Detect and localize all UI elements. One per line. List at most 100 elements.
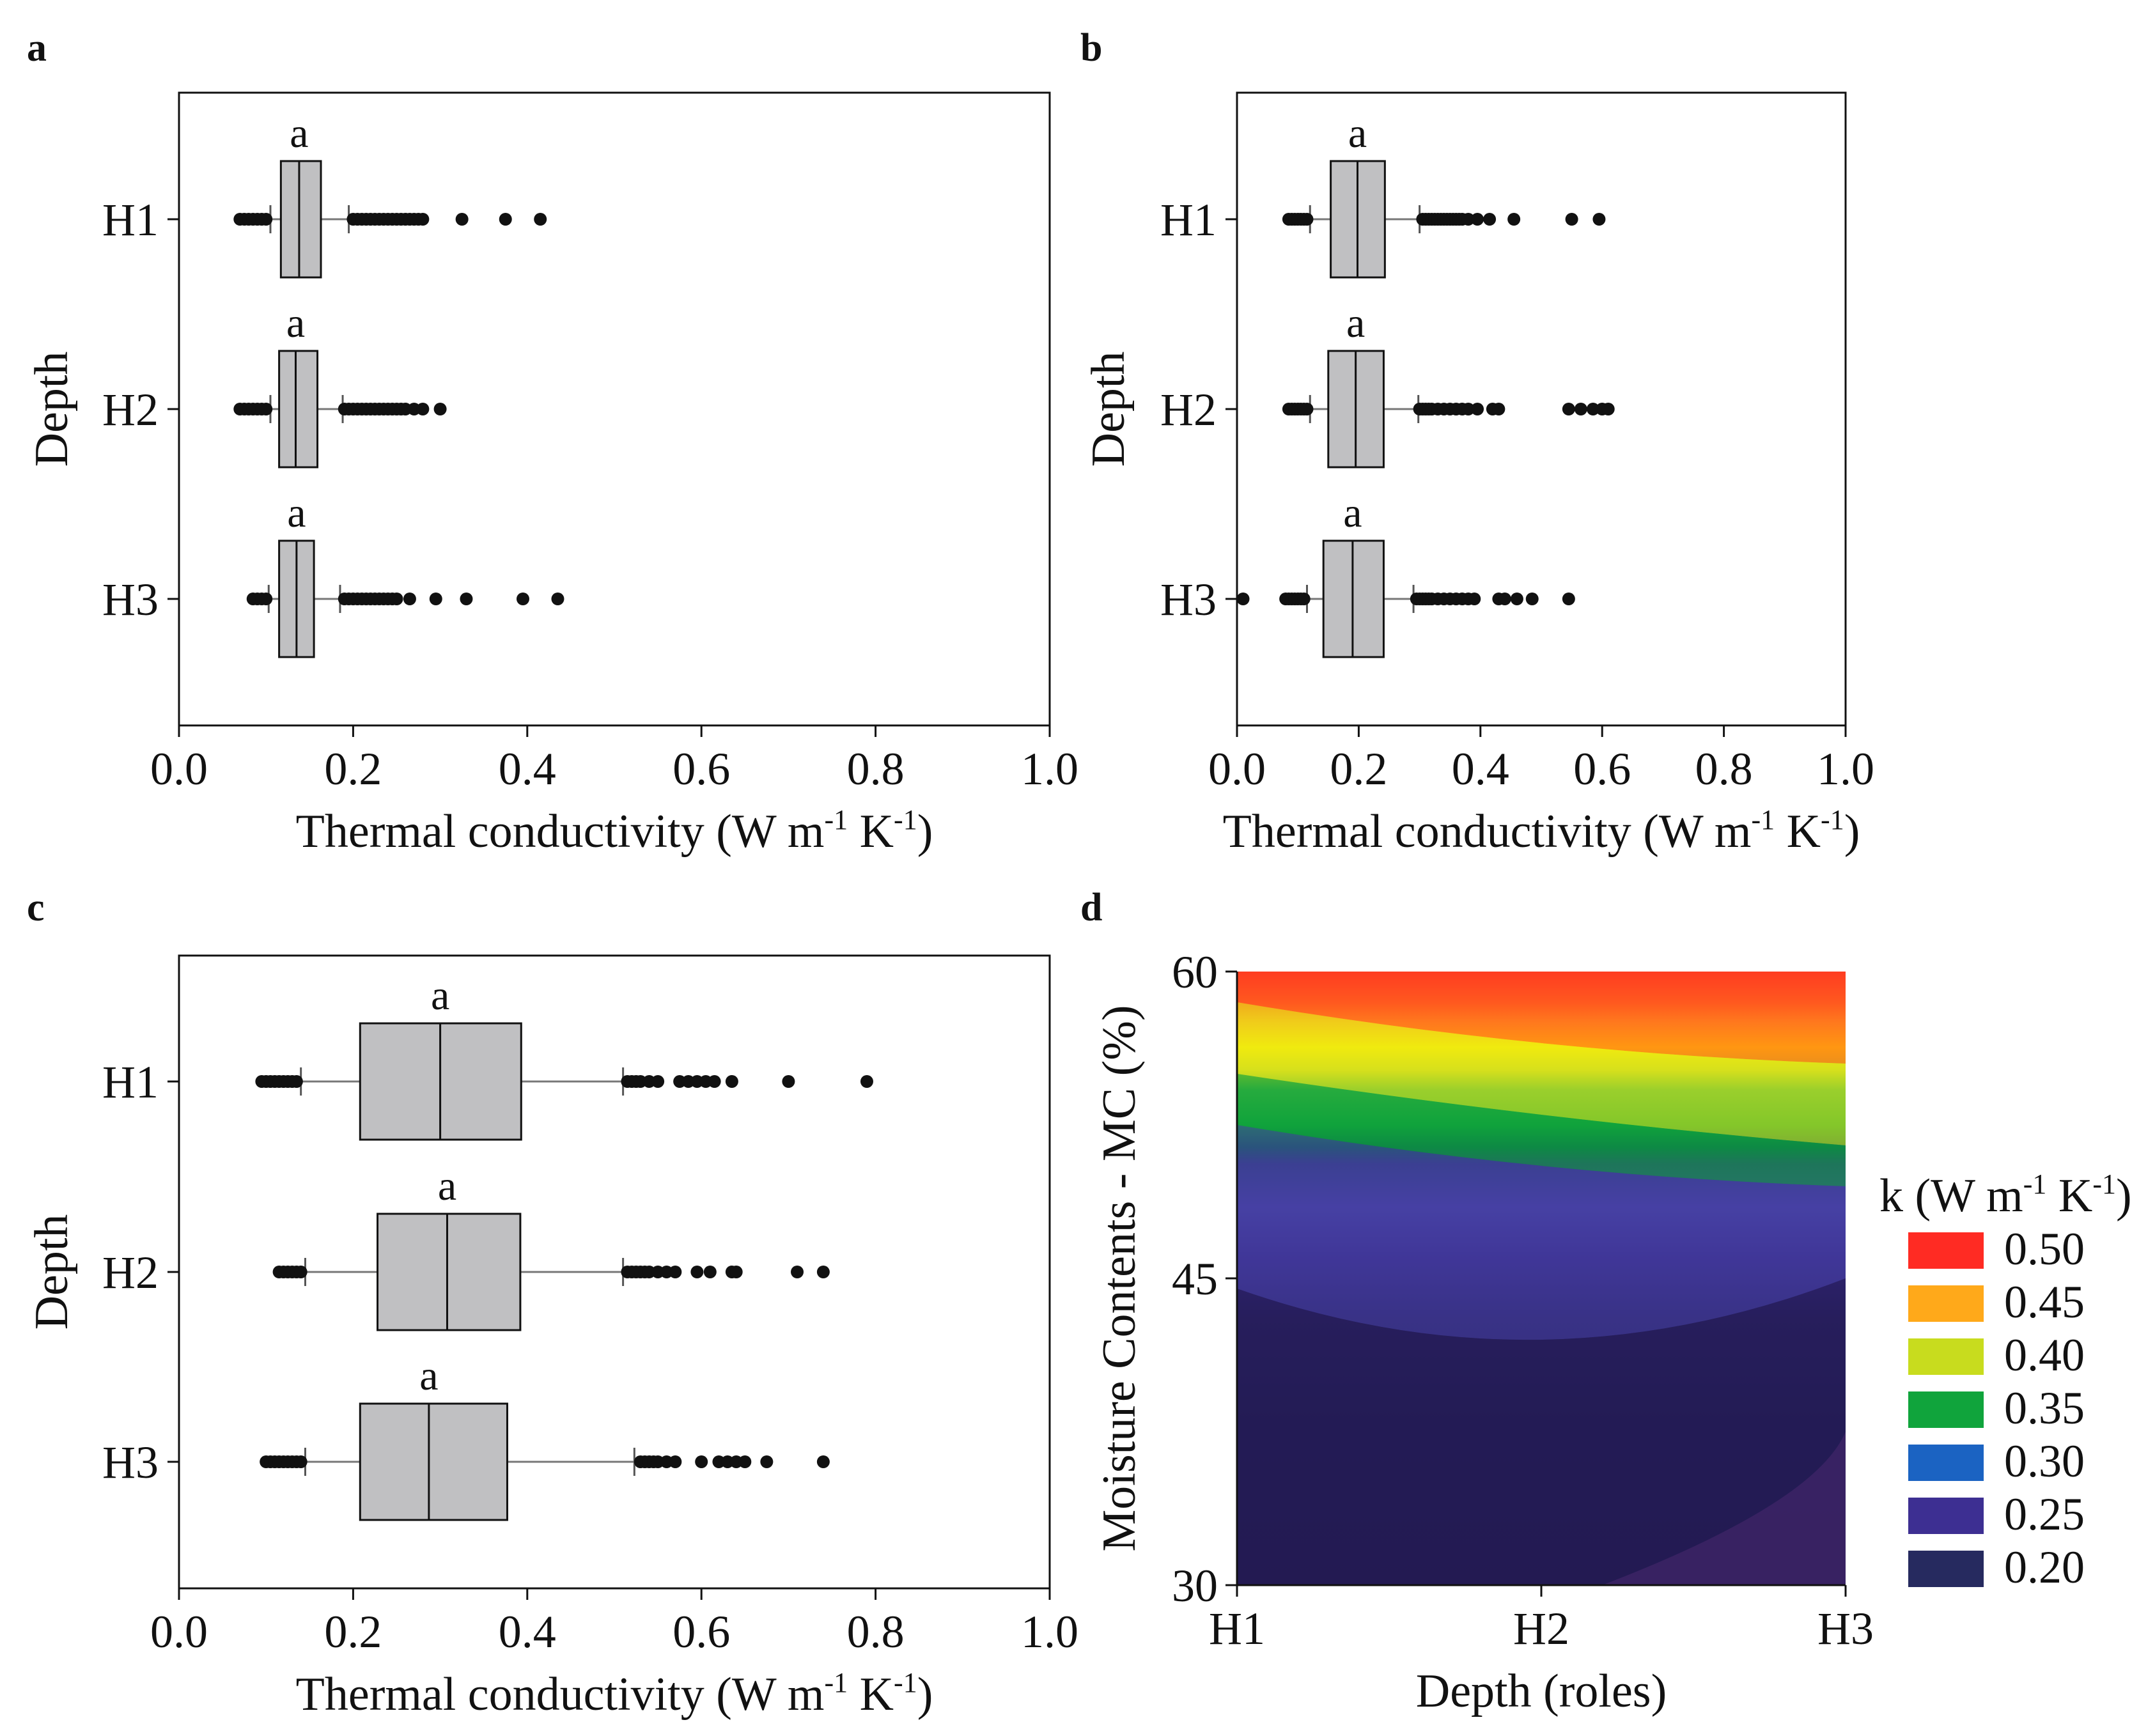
outlier-point xyxy=(429,593,442,605)
outlier-point xyxy=(816,1455,830,1468)
group-letter: a xyxy=(1346,300,1365,346)
panel-label-a: a xyxy=(27,26,47,70)
x-tick-label: H1 xyxy=(1209,1603,1265,1654)
outlier-point xyxy=(1461,213,1475,226)
outlier-point xyxy=(729,1266,743,1278)
legend-label: 0.20 xyxy=(2004,1542,2085,1593)
y-tick-label: H3 xyxy=(1160,574,1217,625)
legend: k (W m-1 K-1)0.500.450.400.350.300.250.2… xyxy=(1879,1168,2132,1593)
outlier-point xyxy=(1297,593,1311,605)
group-letter: a xyxy=(431,972,449,1019)
outlier-point xyxy=(690,1266,704,1278)
y-tick-label: 60 xyxy=(1172,947,1218,998)
group-letter: a xyxy=(438,1163,456,1209)
outlier-point xyxy=(669,1266,682,1278)
x-tick-label: 0.4 xyxy=(1452,743,1509,794)
outlier-point xyxy=(1498,593,1511,605)
box-iqr xyxy=(377,1213,522,1331)
outlier-point xyxy=(290,1075,303,1088)
outlier-point xyxy=(860,1075,873,1088)
x-tick-label: 0.6 xyxy=(673,1606,730,1657)
legend-swatch xyxy=(1908,1498,1984,1534)
y-tick-label: H2 xyxy=(102,384,159,435)
x-tick-label: 0.0 xyxy=(1208,743,1266,794)
contour-band-025 xyxy=(1237,1125,1846,1340)
outlier-point xyxy=(1461,403,1475,415)
box-iqr xyxy=(278,350,319,469)
outlier-point xyxy=(294,1455,307,1468)
box-iqr xyxy=(359,1402,508,1521)
contour-panel-d: 30 45 60 H1 H2 H3 Depth (roles) Moisture Conten… xyxy=(1093,947,2132,1717)
boxplot-panel-a: 0.0 0.2 0.4 0.6 0.8 1.0 Thermal conductivity (… xyxy=(26,91,1078,858)
contour-band-020 xyxy=(1237,1278,1846,1585)
legend-swatch xyxy=(1908,1391,1984,1428)
x-tick-label: 0.2 xyxy=(324,1606,382,1657)
group-letter: a xyxy=(1343,490,1362,536)
y-tick-label: H3 xyxy=(102,574,159,625)
legend-label: 0.45 xyxy=(2004,1276,2085,1328)
contour-band-040 xyxy=(1237,1002,1846,1145)
outlier-point xyxy=(403,593,416,605)
outlier-point xyxy=(499,213,512,226)
x-tick-label: 0.4 xyxy=(499,743,556,794)
outlier-point xyxy=(725,1075,738,1088)
legend-label: 0.30 xyxy=(2004,1436,2085,1487)
x-axis-title: Thermal conductivity (W m-1 K-1) xyxy=(296,1667,933,1721)
outlier-point xyxy=(1592,213,1606,226)
group-letter: a xyxy=(287,490,306,536)
outlier-point xyxy=(703,1266,717,1278)
x-tick-label: 0.2 xyxy=(1330,743,1387,794)
x-tick-label: 0.0 xyxy=(150,1606,208,1657)
outlier-point xyxy=(1483,213,1497,226)
outlier-point xyxy=(516,593,529,605)
legend-label: 0.50 xyxy=(2004,1223,2085,1275)
outlier-point xyxy=(534,213,547,226)
y-tick-label: H1 xyxy=(102,194,159,245)
x-tick-label: 1.0 xyxy=(1817,743,1874,794)
y-tick-label: H2 xyxy=(1160,384,1217,435)
outlier-point xyxy=(1586,403,1599,415)
y-tick-label: H3 xyxy=(102,1437,159,1488)
outlier-point xyxy=(260,403,273,415)
outlier-point xyxy=(260,593,273,605)
legend-title: k (W m-1 K-1) xyxy=(1879,1168,2132,1222)
outlier-point xyxy=(651,1075,665,1088)
outlier-point xyxy=(738,1455,752,1468)
outlier-point xyxy=(760,1455,774,1468)
x-tick-label: 0.6 xyxy=(673,743,730,794)
contour-band-050 xyxy=(1237,972,1846,1064)
y-tick-label: H2 xyxy=(102,1247,159,1298)
outlier-point xyxy=(782,1075,795,1088)
outlier-point xyxy=(791,1266,804,1278)
x-axis-title: Thermal conductivity (W m-1 K-1) xyxy=(1223,804,1860,858)
y-tick-label: 45 xyxy=(1172,1253,1218,1305)
x-axis-title: Thermal conductivity (W m-1 K-1) xyxy=(296,804,933,858)
x-tick-label: 0.8 xyxy=(847,1606,905,1657)
outlier-point xyxy=(390,593,403,605)
legend-swatch xyxy=(1908,1285,1984,1322)
outlier-point xyxy=(1492,403,1505,415)
y-axis-title: Depth xyxy=(26,1214,78,1330)
x-tick-label: 1.0 xyxy=(1021,1606,1078,1657)
legend-swatch xyxy=(1908,1445,1984,1481)
x-axis-title: Depth (roles) xyxy=(1416,1665,1667,1717)
panel-label-b: b xyxy=(1080,26,1102,70)
outlier-point xyxy=(1510,593,1523,605)
outlier-point xyxy=(460,593,473,605)
outlier-point xyxy=(1565,213,1578,226)
outlier-point xyxy=(1525,593,1539,605)
outlier-point xyxy=(1574,403,1587,415)
group-letter: a xyxy=(290,110,308,157)
panel-label-d: d xyxy=(1080,886,1102,929)
outlier-point xyxy=(1471,213,1484,226)
outlier-point xyxy=(1601,403,1615,415)
legend-swatch xyxy=(1908,1551,1984,1587)
outlier-point xyxy=(433,403,447,415)
y-tick-label: 30 xyxy=(1172,1560,1218,1611)
outlier-point xyxy=(1507,213,1521,226)
box-iqr xyxy=(279,160,322,279)
boxplot-panel-b: 0.0 0.2 0.4 0.6 0.8 1.0 Thermal conductivity (… xyxy=(1082,91,1874,858)
outlier-point xyxy=(551,593,564,605)
outlier-point xyxy=(416,403,430,415)
